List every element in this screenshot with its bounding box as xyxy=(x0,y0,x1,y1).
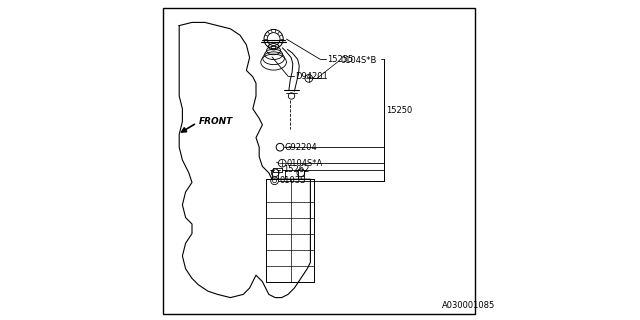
Text: G92204: G92204 xyxy=(285,143,317,152)
Text: A030001085: A030001085 xyxy=(442,301,495,310)
Text: 15255: 15255 xyxy=(327,55,353,64)
Text: D94201: D94201 xyxy=(295,72,328,81)
Text: 15262: 15262 xyxy=(283,165,309,174)
Text: FRONT: FRONT xyxy=(199,117,234,126)
Text: 0104S*B: 0104S*B xyxy=(340,56,377,65)
Text: 15250: 15250 xyxy=(385,106,412,115)
Text: 0104S*A: 0104S*A xyxy=(287,159,323,168)
Text: 0103S: 0103S xyxy=(279,176,305,185)
